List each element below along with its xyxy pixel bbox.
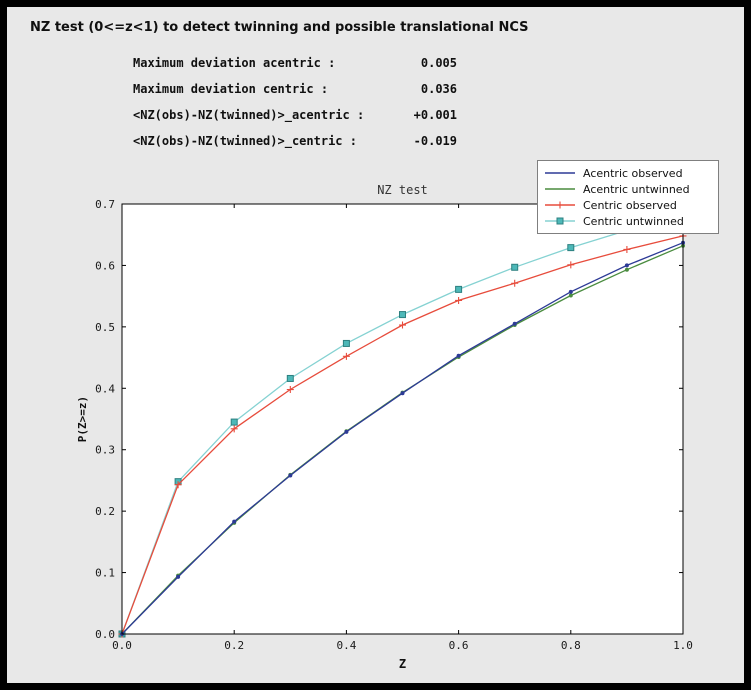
legend-sample-dot-icon	[545, 172, 575, 174]
legend-label: Acentric observed	[583, 166, 683, 180]
stat-value: 0.005	[420, 56, 457, 70]
stat-label: <NZ(obs)-NZ(twinned)>_acentric :	[133, 108, 365, 122]
x-axis-label: Z	[399, 657, 406, 671]
y-tick-label: 0.0	[95, 628, 115, 641]
stat-row-max-dev-acentric: Maximum deviation acentric : 0.005	[133, 56, 463, 72]
y-tick-label: 0.2	[95, 505, 115, 518]
stat-row-max-dev-centric: Maximum deviation centric : 0.036	[133, 82, 463, 98]
legend-sample-plus-icon	[545, 201, 575, 209]
y-tick-label: 0.5	[95, 321, 115, 334]
stat-label: Maximum deviation centric :	[133, 82, 329, 96]
x-ticks: 0.0 0.2 0.4 0.6 0.8 1.0	[112, 204, 693, 652]
legend-sample-dot-icon	[545, 188, 575, 190]
stat-row-mean-diff-centric: <NZ(obs)-NZ(twinned)>_centric : -0.019	[133, 134, 463, 150]
legend-item-centric-untwinned: Centric untwinned	[544, 213, 712, 229]
nz-test-chart: 0.0 0.2 0.4 0.6 0.8 1.0 0.0 0.1 0.2 0.3 0.4 0.5 0.6 0…	[7, 157, 744, 683]
stat-value: -0.019	[413, 134, 457, 148]
chart-svg: 0.0 0.2 0.4 0.6 0.8 1.00.00.10.20.30.40.50.60…	[76, 183, 693, 671]
plot-window-panel: NZ test (0<=z<1) to detect twinning and …	[7, 7, 744, 683]
page-title: NZ test (0<=z<1) to detect twinning and …	[30, 20, 529, 35]
x-tick-label: 0.4	[336, 639, 356, 652]
axes-frame	[121, 203, 684, 635]
y-tick-label: 0.7	[95, 198, 115, 211]
x-tick-label: 0.6	[449, 639, 469, 652]
plot-area	[122, 204, 683, 634]
stat-value: +0.001	[413, 108, 457, 122]
legend-item-centric-observed: Centric observed	[544, 197, 712, 213]
stat-label: Maximum deviation acentric :	[133, 56, 336, 70]
stat-label: <NZ(obs)-NZ(twinned)>_centric :	[133, 134, 357, 148]
y-tick-label: 0.4	[95, 382, 115, 395]
chart-title: NZ test	[377, 183, 428, 197]
legend-sample-square-icon	[545, 217, 575, 225]
chart-legend: Acentric observed Acentric untwinned Centr…	[537, 160, 719, 234]
y-axis-label: P(Z>=z)	[76, 396, 89, 442]
stats-block: Maximum deviation acentric : 0.005 Maxim…	[133, 56, 463, 160]
series-markers-acentric-observed	[120, 240, 685, 636]
y-ticks: 0.0 0.1 0.2 0.3 0.4 0.5 0.6 0.7	[95, 198, 683, 641]
y-tick-label: 0.1	[95, 567, 115, 580]
legend-item-acentric-untwinned: Acentric untwinned	[544, 181, 712, 197]
stat-row-mean-diff-acentric: <NZ(obs)-NZ(twinned)>_acentric : +0.001	[133, 108, 463, 124]
x-tick-label: 0.0	[112, 639, 132, 652]
stat-value: 0.036	[420, 82, 457, 96]
legend-label: Centric observed	[583, 198, 677, 212]
legend-item-acentric-observed: Acentric observed	[544, 165, 712, 181]
x-tick-label: 1.0	[673, 639, 693, 652]
legend-label: Centric untwinned	[583, 214, 684, 228]
y-tick-label: 0.6	[95, 259, 115, 272]
x-tick-label: 0.8	[561, 639, 581, 652]
x-tick-label: 0.2	[224, 639, 244, 652]
y-tick-label: 0.3	[95, 444, 115, 457]
legend-label: Acentric untwinned	[583, 182, 690, 196]
